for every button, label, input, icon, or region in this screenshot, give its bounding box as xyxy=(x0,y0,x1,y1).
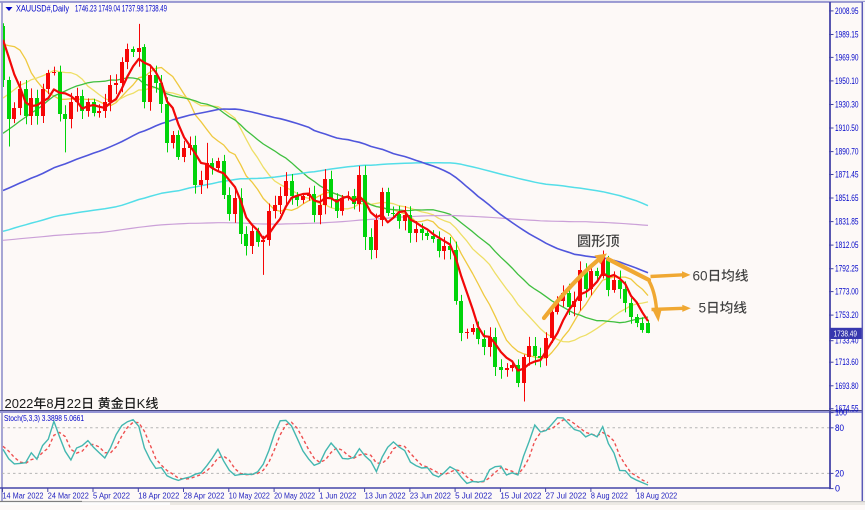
svg-text:8: 8 xyxy=(46,396,53,411)
svg-text:1 Jun 2022: 1 Jun 2022 xyxy=(319,492,357,501)
svg-text:5: 5 xyxy=(699,301,707,316)
svg-text:10 May 2022: 10 May 2022 xyxy=(229,492,270,501)
svg-text:1693.80: 1693.80 xyxy=(835,381,859,391)
svg-text:1969.90: 1969.90 xyxy=(835,52,859,62)
svg-text:2008.95: 2008.95 xyxy=(835,6,859,16)
svg-text:1674.55: 1674.55 xyxy=(835,404,859,414)
svg-text:1831.85: 1831.85 xyxy=(835,217,859,227)
svg-text:1930.30: 1930.30 xyxy=(835,100,859,110)
svg-text:60: 60 xyxy=(693,269,709,284)
svg-text:1890.70: 1890.70 xyxy=(835,147,859,157)
svg-text:5 Jul 2022: 5 Jul 2022 xyxy=(455,492,493,501)
svg-text:18 Apr 2022: 18 Apr 2022 xyxy=(138,492,180,501)
svg-text:15 Jul 2022: 15 Jul 2022 xyxy=(500,492,542,501)
svg-text:1713.60: 1713.60 xyxy=(835,357,859,367)
svg-text:1812.05: 1812.05 xyxy=(835,240,859,250)
svg-text:80: 80 xyxy=(835,423,844,433)
svg-text:1753.20: 1753.20 xyxy=(835,310,859,320)
svg-text:1773.00: 1773.00 xyxy=(835,287,859,297)
svg-text:1746.23 1749.04 1737.98 1738.4: 1746.23 1749.04 1737.98 1738.49 xyxy=(75,4,167,14)
svg-text:XAUUSD#,Daily: XAUUSD#,Daily xyxy=(16,4,69,14)
svg-text:1871.45: 1871.45 xyxy=(835,170,859,180)
svg-text:13 Jun 2022: 13 Jun 2022 xyxy=(365,492,407,501)
svg-text:5 Apr 2022: 5 Apr 2022 xyxy=(93,492,131,501)
svg-text:1792.25: 1792.25 xyxy=(835,264,859,274)
svg-text:2022: 2022 xyxy=(5,396,34,411)
svg-text:Stoch(5,3,3) 3.3898 5.0661: Stoch(5,3,3) 3.3898 5.0661 xyxy=(4,414,84,423)
svg-text:20 May 2022: 20 May 2022 xyxy=(274,492,315,501)
svg-text:18 Aug 2022: 18 Aug 2022 xyxy=(636,492,677,501)
svg-text:8 Aug 2022: 8 Aug 2022 xyxy=(591,492,629,501)
svg-text:1910.50: 1910.50 xyxy=(835,123,859,133)
svg-text:1733.40: 1733.40 xyxy=(835,336,859,346)
svg-text:0: 0 xyxy=(835,484,840,494)
svg-text:23 Jun 2022: 23 Jun 2022 xyxy=(410,492,452,501)
svg-text:K: K xyxy=(137,396,146,411)
svg-text:28 Apr 2022: 28 Apr 2022 xyxy=(184,492,226,501)
svg-text:1989.15: 1989.15 xyxy=(835,30,859,40)
svg-text:14 Mar 2022: 14 Mar 2022 xyxy=(3,492,44,501)
svg-text:1738.49: 1738.49 xyxy=(834,329,858,339)
svg-text:1851.65: 1851.65 xyxy=(835,193,859,203)
svg-text:100: 100 xyxy=(835,408,847,418)
svg-text:20: 20 xyxy=(835,468,844,478)
svg-text:27 Jul 2022: 27 Jul 2022 xyxy=(546,492,588,501)
svg-text:1950.10: 1950.10 xyxy=(835,76,859,86)
svg-text:24 Mar 2022: 24 Mar 2022 xyxy=(48,492,89,501)
svg-text:22: 22 xyxy=(67,396,82,411)
